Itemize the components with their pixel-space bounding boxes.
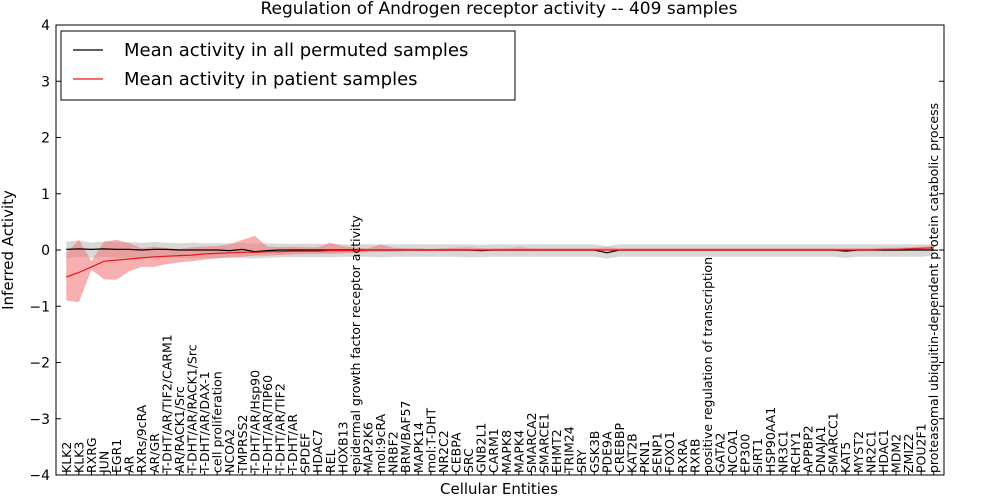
x-tick-label: HSP90AA1 <box>763 407 778 473</box>
series-lines <box>66 247 934 278</box>
x-tick-label: FOXO1 <box>662 431 677 473</box>
y-tick-label: −1 <box>29 299 50 315</box>
x-tick-label: JUN <box>97 451 112 474</box>
y-tick-label: 2 <box>41 131 50 147</box>
x-tick-label: GNB2L1 <box>474 423 489 473</box>
x-tick-label: mol:T-DHT <box>423 407 438 473</box>
x-tick-label: TRIM24 <box>562 426 577 474</box>
x-tick-label: EHMT2 <box>549 429 564 473</box>
x-tick-label: AR <box>122 455 137 473</box>
x-tick-label: T-DHT/AR/Hsp90 <box>247 370 262 474</box>
x-tick-label: MAPK8 <box>499 430 514 473</box>
x-tick-label: positive regulation of transcription <box>700 257 715 473</box>
x-tick-label: NRBF2 <box>386 431 401 473</box>
x-tick-label: SIRT1 <box>750 438 765 473</box>
x-tick-label: T-DHT/AR/TIF2/CARM1 <box>159 334 174 474</box>
x-tick-label: RXRG <box>84 437 99 473</box>
x-tick-label: epidermal growth factor receptor activit… <box>348 215 363 473</box>
x-tick-label: MAP2K6 <box>361 422 376 473</box>
x-tick-label: KLK3 <box>71 442 86 473</box>
x-tick-label: NR2C2 <box>436 430 451 473</box>
x-tick-label: MYST2 <box>851 431 866 473</box>
y-tick-label: 1 <box>41 187 50 203</box>
x-tick-label: HDAC7 <box>310 429 325 473</box>
patient-mean-line <box>66 247 934 278</box>
y-axis-label: Inferred Activity <box>0 190 17 310</box>
x-tick-label: GATA2 <box>713 433 728 473</box>
x-tick-label: T-DHT/AR <box>285 414 300 474</box>
x-tick-label: PDE9A <box>599 431 614 473</box>
x-tick-label: CREBBP <box>612 423 627 473</box>
x-tick-label: cell proliferation <box>210 371 225 473</box>
x-tick-label: KAT5 <box>838 442 853 473</box>
x-tick-label: HOXB13 <box>335 422 350 473</box>
x-tick-label: KAT2B <box>625 433 640 473</box>
x-tick-label: MDM2 <box>889 434 904 473</box>
x-tick-label: TMPRSS2 <box>235 415 250 474</box>
x-tick-label: EP300 <box>738 434 753 473</box>
x-tick-label: REL <box>323 449 338 473</box>
x-tick-label: CARM1 <box>486 428 501 473</box>
x-tick-label: HDAC1 <box>876 429 891 473</box>
x-tick-label: RXRB <box>687 438 702 473</box>
x-tick-label: APPBP2 <box>801 425 816 473</box>
legend-label-permuted: Mean activity in all permuted samples <box>124 40 468 61</box>
x-axis: KLK2KLK3RXRGJUNEGR1ARRXRs/9cRAAR/GRT-DHT… <box>59 103 941 475</box>
x-tick-label: NR3C1 <box>775 430 790 473</box>
x-tick-label: NR2C1 <box>863 430 878 473</box>
x-tick-label: ZMIZ2 <box>901 433 916 473</box>
x-tick-label: SRC <box>461 448 476 473</box>
x-tick-label: RXRs/9cRA <box>134 404 149 473</box>
y-tick-label: 4 <box>41 18 50 34</box>
x-tick-label: RXRA <box>675 439 690 473</box>
x-tick-label: DNAJA1 <box>813 426 828 474</box>
y-axis: −4 −3 −2 −1 0 1 2 3 4 <box>29 18 944 484</box>
x-tick-label: GSK3B <box>587 431 602 473</box>
legend-label-patient: Mean activity in patient samples <box>124 69 418 90</box>
x-tick-label: SENP1 <box>650 432 665 473</box>
x-tick-label: EGR1 <box>109 439 124 473</box>
legend-box <box>60 30 516 101</box>
x-tick-label: PKN1 <box>637 440 652 473</box>
x-tick-label: NCOA1 <box>725 429 740 473</box>
confidence-bands <box>66 235 934 303</box>
x-tick-label: T-DHT/AR/DAX-1 <box>197 371 212 474</box>
x-tick-label: MAPK14 <box>411 422 426 473</box>
x-axis-label: Cellular Entities <box>440 480 558 498</box>
legend: Mean activity in all permuted samples Me… <box>60 30 516 101</box>
x-tick-label: BRM/BAF57 <box>398 401 413 473</box>
x-tick-label: proteasomal ubiquitin-dependent protein … <box>926 103 941 473</box>
x-tick-label: mol:9cRA <box>373 413 388 473</box>
x-tick-label: T-DHT/AR/TIP60 <box>260 375 275 474</box>
x-tick-label: T-DHT/AR/TIF2 <box>273 383 288 474</box>
patient-band <box>66 235 934 303</box>
x-tick-label: SPDEF <box>298 433 313 473</box>
y-tick-label: 0 <box>41 243 50 259</box>
x-tick-label: AR/RACK1/Src <box>172 386 187 473</box>
y-tick-label: −3 <box>29 412 50 428</box>
x-tick-label: POU2F1 <box>914 423 929 473</box>
y-tick-label: −2 <box>29 356 50 372</box>
x-tick-label: NCOA2 <box>222 429 237 473</box>
x-tick-label: AR/GR <box>147 433 162 473</box>
x-tick-label: MAPK4 <box>511 430 526 473</box>
chart-title: Regulation of Androgen receptor activity… <box>261 0 738 19</box>
x-tick-label: CEBPA <box>449 432 464 473</box>
x-tick-label: SMARCC1 <box>826 412 841 473</box>
y-tick-label: 3 <box>41 74 50 90</box>
y-tick-label: −4 <box>29 468 50 484</box>
x-tick-label: KLK2 <box>59 442 74 473</box>
x-tick-label: SMARCE1 <box>537 413 552 473</box>
x-tick-label: T-DHT/AR/RACK1/Src <box>185 344 200 474</box>
x-tick-label: SMARCA2 <box>524 412 539 473</box>
x-tick-label: SRY <box>574 449 589 473</box>
x-tick-label: RCHY1 <box>788 431 803 473</box>
